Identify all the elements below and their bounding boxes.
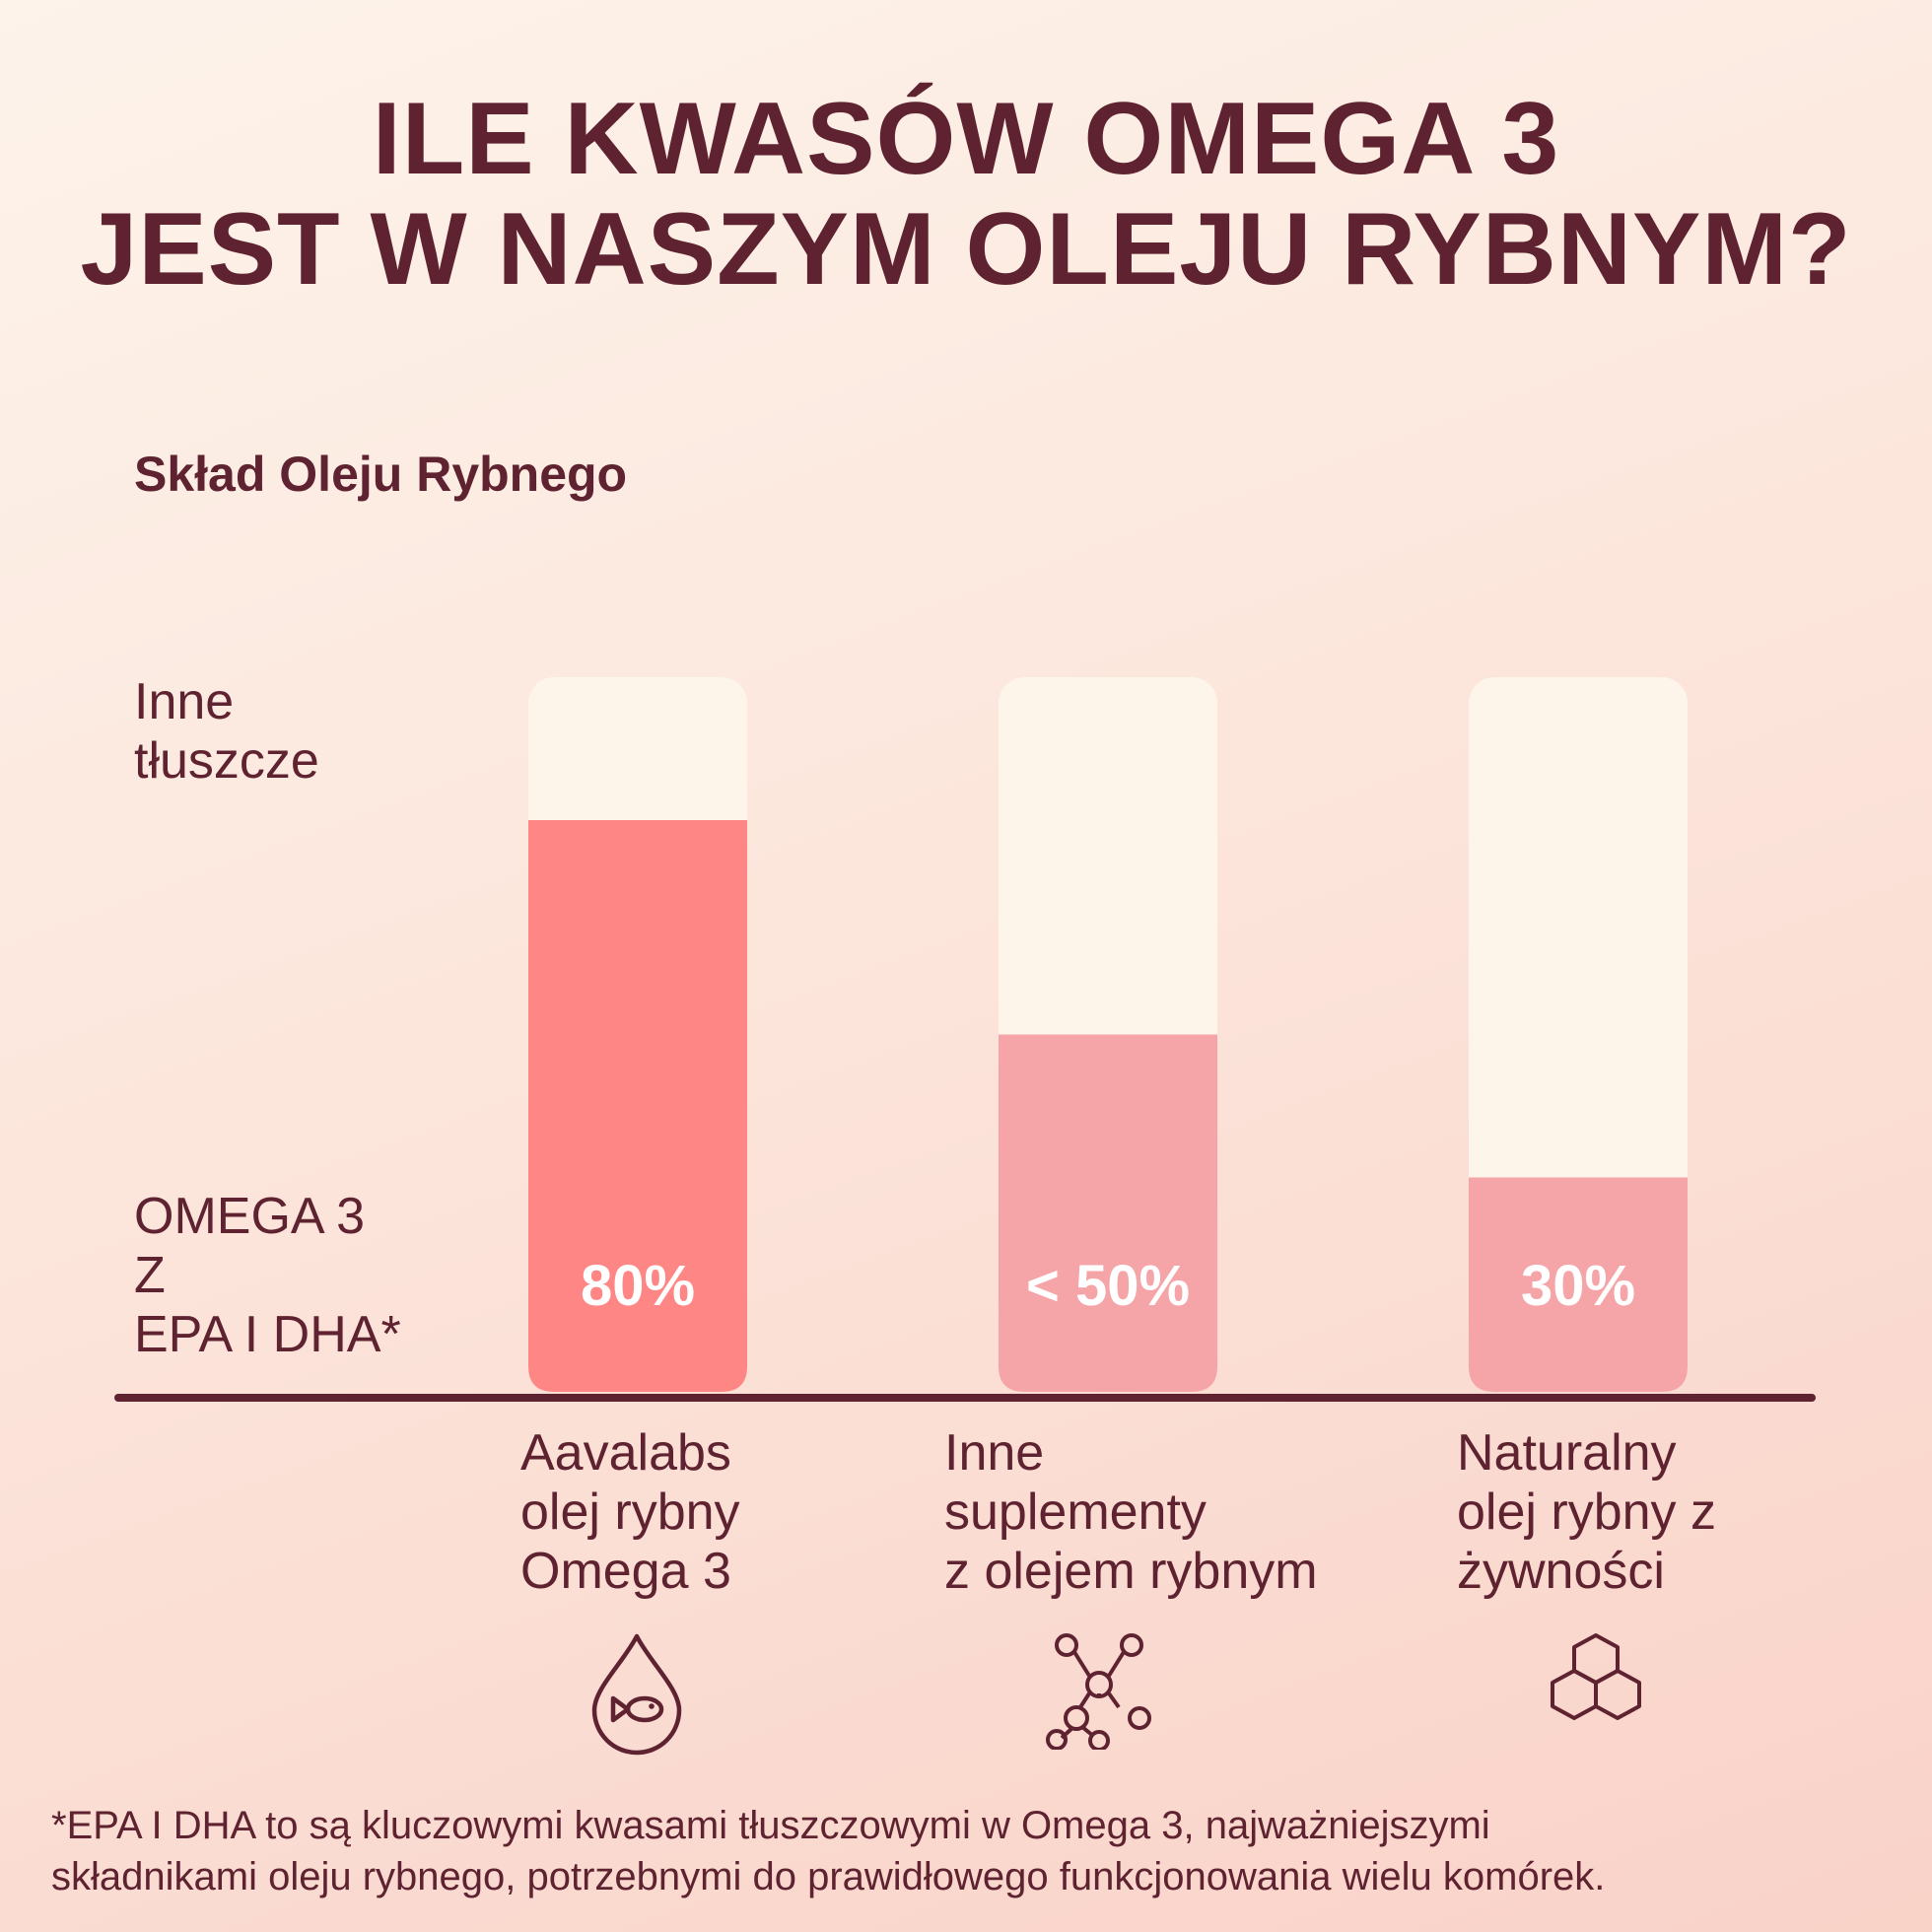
series-label-omega3: OMEGA 3 Z EPA I DHA* bbox=[134, 1188, 401, 1363]
bar-value-label-2: < 50% bbox=[1026, 1254, 1190, 1318]
bar-omega3-1 bbox=[528, 820, 747, 1392]
title-line-1: ILE KWASÓW OMEGA 3 bbox=[372, 82, 1560, 196]
fish-drop-icon bbox=[591, 1633, 682, 1756]
category-label-other-supplements: Inne suplementy z olejem rybnym bbox=[944, 1424, 1318, 1600]
series-label-other-fats: Inne tłuszcze bbox=[134, 673, 319, 790]
molecule-icon bbox=[1046, 1633, 1151, 1750]
footnote: *EPA I DHA to są kluczowymi kwasami tłus… bbox=[51, 1804, 1606, 1898]
bar-value-label-3: 30% bbox=[1521, 1254, 1635, 1318]
chart-subtitle: Skład Oleju Rybnego bbox=[134, 447, 628, 502]
category-label-natural-fish-oil: Naturalny olej rybny z żywności bbox=[1457, 1424, 1716, 1600]
honeycomb-icon bbox=[1551, 1633, 1641, 1720]
bar-omega3-2 bbox=[999, 1034, 1217, 1392]
category-label-aavalabs: Aavalabs olej rybny Omega 3 bbox=[520, 1424, 740, 1600]
page-title: ILE KWASÓW OMEGA 3 JEST W NASZYM OLEJU R… bbox=[0, 84, 1932, 305]
title-line-2: JEST W NASZYM OLEJU RYBNYM? bbox=[80, 192, 1852, 307]
bar-value-label-1: 80% bbox=[581, 1254, 695, 1318]
bar-omega3-3 bbox=[1469, 1177, 1688, 1392]
